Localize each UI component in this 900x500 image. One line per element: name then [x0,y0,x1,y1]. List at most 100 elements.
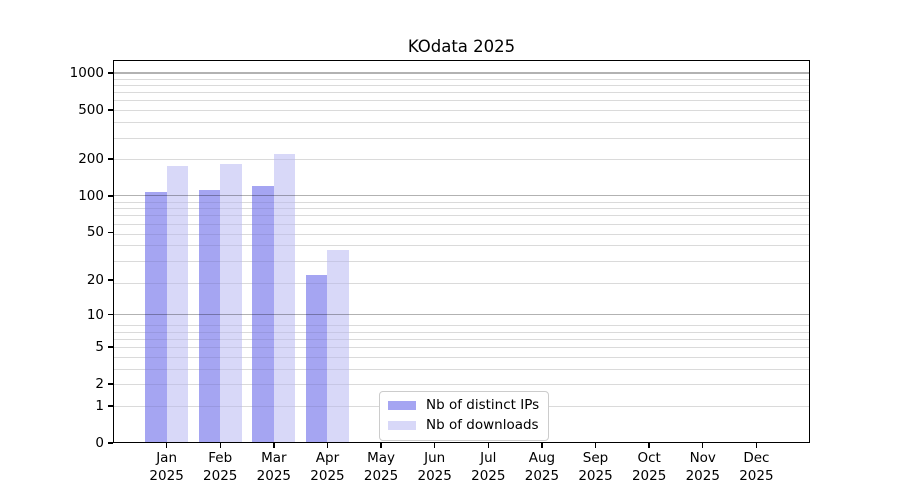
y-tick-mark [107,346,113,348]
x-tick-mark [380,443,382,448]
minor-gridline [113,325,810,327]
minor-gridline-overlay [113,100,810,102]
minor-gridline [113,384,810,386]
y-tick-label: 20 [86,271,104,288]
y-tick-label: 10 [86,306,104,323]
legend-swatch-downloads [388,420,416,431]
minor-gridline [113,159,810,161]
x-tick-mark [487,443,489,448]
minor-gridline [113,78,810,80]
y-tick-label: 1 [95,397,104,414]
x-tick-label: Mar 2025 [256,450,292,484]
bar-downloads-feb [220,163,242,443]
x-tick-mark [273,443,275,448]
bar-distinct-ips-apr [306,275,328,443]
major-gridline [113,313,810,316]
bar-distinct-ips-feb [198,190,221,443]
y-tick-label: 50 [86,224,104,241]
y-tick-mark [107,383,113,385]
legend-label-downloads: Nb of downloads [426,417,539,433]
x-tick-label: May 2025 [363,450,399,484]
legend-label-distinct-ips: Nb of distinct IPs [426,397,540,413]
minor-gridline [113,331,810,333]
minor-gridline [113,92,810,94]
minor-gridline [113,223,810,225]
y-tick-label: 100 [78,187,104,204]
y-tick-label: 500 [78,102,104,119]
x-tick-label: Sep 2025 [578,450,613,484]
legend-swatch-distinct-ips [388,400,416,411]
minor-gridline-overlay [113,110,810,112]
minor-gridline-overlay [113,331,810,333]
minor-gridline-overlay [113,384,810,386]
x-tick-label: Aug 2025 [524,450,560,484]
x-tick-mark [433,443,436,448]
minor-gridline-overlay [113,92,810,94]
x-tick-label: Jul 2025 [471,450,506,484]
y-tick-mark [107,313,113,316]
minor-gridline [113,137,810,139]
bar-downloads-apr [327,249,349,443]
legend-item-distinct-ips: Nb of distinct IPs [388,397,539,414]
minor-gridline-overlay [113,282,810,284]
x-tick-mark [755,443,758,448]
x-tick-label: Jun 2025 [417,450,452,484]
y-tick-label: 1000 [69,65,104,82]
minor-gridline-overlay [113,245,810,247]
minor-gridline [113,368,810,370]
y-tick-label: 0 [95,435,104,451]
minor-gridline-overlay [113,202,810,204]
minor-gridline [113,208,810,210]
minor-gridline-overlay [113,260,810,262]
y-tick-mark [107,405,113,407]
x-tick-label: Dec 2025 [739,450,774,484]
minor-gridline-overlay [113,233,810,235]
x-tick-mark [326,443,329,448]
y-tick-label: 200 [78,151,104,167]
x-tick-label: Feb 2025 [203,450,238,484]
minor-gridline-overlay [113,325,810,327]
minor-gridline-overlay [113,223,810,225]
minor-gridline [113,245,810,247]
y-tick-mark [107,279,113,281]
minor-gridline [113,347,810,349]
minor-gridline-overlay [113,368,810,370]
x-tick-mark [219,443,221,448]
y-tick-mark [107,195,113,197]
legend: Nb of distinct IPs Nb of downloads [379,391,550,441]
axis-tick-layer: 0 1 2 5 10 20 50 100 200 500 1000 Jan 2025 Feb 2025 M… [70,60,810,483]
minor-gridline [113,356,810,358]
x-tick-mark [165,443,168,448]
x-tick-mark [648,443,650,448]
gridline-overlay-layer [113,60,810,443]
legend-item-downloads: Nb of downloads [388,417,539,434]
minor-gridline [113,122,810,124]
minor-gridline-overlay [113,122,810,124]
x-tick-mark [541,443,543,448]
x-tick-label: Nov 2025 [685,450,720,484]
x-tick-label: Apr 2025 [310,450,345,484]
minor-gridline-overlay [113,338,810,340]
x-tick-label: Oct 2025 [631,450,667,484]
y-tick-mark [107,231,113,234]
minor-gridline [113,338,810,340]
bar-downloads-jan [166,165,189,443]
minor-gridline [113,110,810,112]
y-tick-mark [107,442,113,444]
minor-gridline [113,282,810,284]
bar-distinct-ips-jan [145,192,167,443]
minor-gridline-overlay [113,137,810,139]
minor-gridline-overlay [113,78,810,80]
minor-gridline [113,233,810,235]
minor-gridline-overlay [113,347,810,349]
bar-downloads-mar [273,154,296,443]
y-tick-label: 5 [95,339,104,356]
minor-gridline [113,215,810,217]
major-gridline [113,72,810,74]
gridline-layer [113,60,810,443]
major-gridline [113,195,810,197]
y-tick-mark [107,109,113,111]
y-tick-mark [107,72,113,74]
chart-title: KOdata 2025 [407,37,516,56]
